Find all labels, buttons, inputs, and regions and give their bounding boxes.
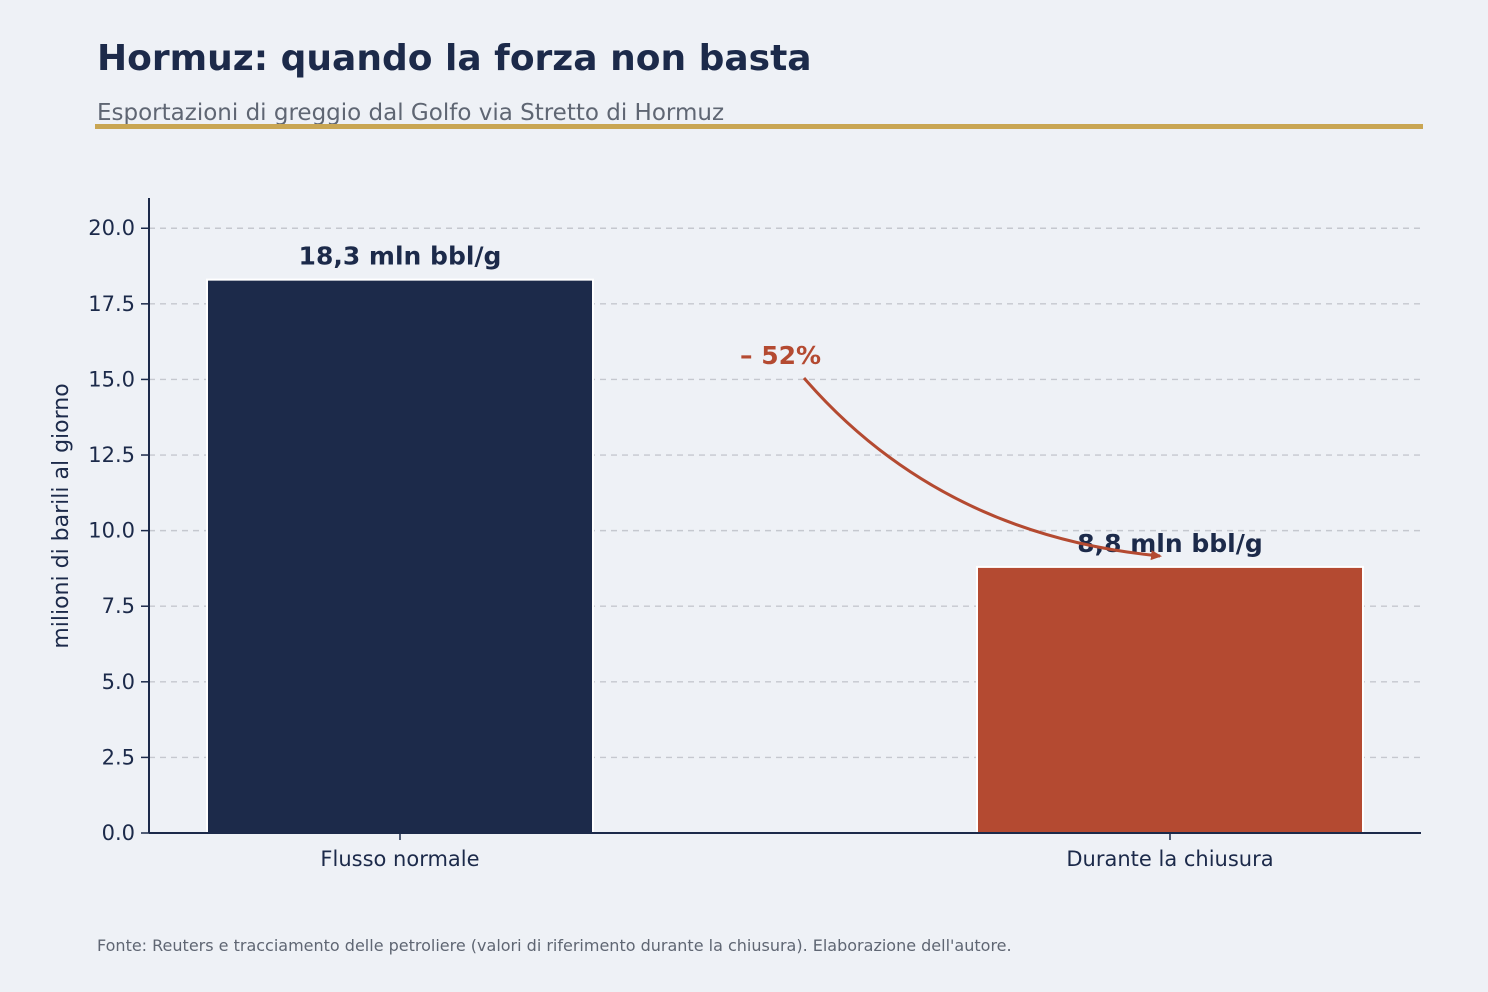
y-tick-label: 15.0 [88,367,135,391]
title-divider [95,124,1423,129]
x-tick-label: Durante la chiusura [1066,847,1273,871]
annotation: – 52% [740,341,1162,561]
y-tick-label: 0.0 [102,821,135,845]
axes: 0.0 2.5 5.0 7.5 10.0 12.5 15.0 17.5 20.0 Flusso n… [49,198,1421,871]
data-label: 8,8 mln bbl/g [1077,529,1263,558]
y-tick-label: 7.5 [102,594,135,618]
bar-durante-la-chiusura [976,565,1364,835]
y-tick-label: 20.0 [88,216,135,240]
data-label: 18,3 mln bbl/g [299,242,502,271]
bar-flusso-normale [206,278,594,834]
y-tick-label: 17.5 [88,292,135,316]
chart-title: Hormuz: quando la forza non basta [97,38,812,79]
labels: 18,3 mln bbl/g 8,8 mln bbl/g [299,242,1263,558]
y-tick-label: 5.0 [102,670,135,694]
y-tick-label: 2.5 [102,745,135,769]
annotation-label: – 52% [740,341,821,370]
annotation-arrow [802,377,1162,561]
source-note: Fonte: Reuters e tracciamento delle petr… [97,936,1012,955]
chart-subtitle: Esportazioni di greggio dal Golfo via St… [97,100,725,126]
x-tick-label: Flusso normale [320,847,479,871]
y-tick-label: 10.0 [88,519,135,543]
bars [206,278,1364,835]
y-tick-label: 12.5 [88,443,135,467]
y-axis-label: milioni di barili al giorno [49,383,74,648]
